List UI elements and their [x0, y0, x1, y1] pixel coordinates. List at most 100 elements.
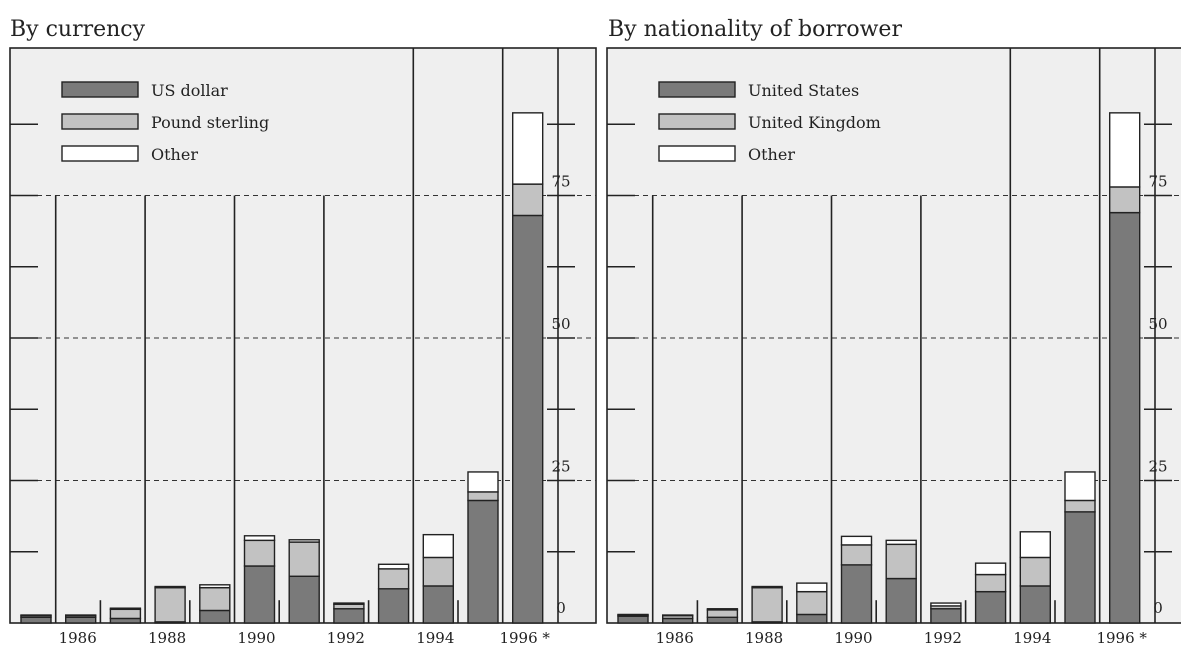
- y-tick-label: 0: [556, 599, 566, 617]
- bar-segment-other: [109, 607, 142, 611]
- bar-segment-other: [154, 585, 186, 589]
- x-tick-label: 1990: [237, 629, 275, 647]
- bar-segment-united-kingdom: [706, 609, 739, 619]
- bar-segment-united-states: [706, 616, 739, 624]
- x-tick-label: 1996 *: [499, 629, 550, 647]
- y-tick-label: 0: [1153, 599, 1163, 617]
- bar-segment-other: [64, 614, 97, 617]
- legend-label: Other: [151, 145, 198, 164]
- legend-label: Other: [748, 145, 795, 164]
- bar-segment-us-dollar: [288, 575, 320, 624]
- x-tick-label: 1990: [834, 629, 872, 647]
- bar-segment-other: [467, 471, 499, 493]
- x-tick-label: 1996 *: [1096, 629, 1147, 647]
- bar-segment-united-states: [885, 577, 917, 624]
- chart-panel-2: By nationality of borrower 0 25 50 75 1986 198…: [606, 17, 1181, 647]
- legend-label: United Kingdom: [748, 113, 881, 132]
- x-tick-label: 1992: [327, 629, 365, 647]
- bar-segment-other: [1019, 531, 1051, 559]
- bar-segment-united-states: [1108, 211, 1141, 624]
- bar-segment-other: [840, 535, 873, 546]
- bar-segment-united-kingdom: [796, 590, 828, 616]
- bar-segment-other: [512, 112, 544, 185]
- legend-swatch: [658, 81, 736, 98]
- legend-label: US dollar: [151, 81, 228, 100]
- bar-segment-us-dollar: [199, 609, 231, 624]
- legend-swatch: [61, 113, 139, 130]
- x-tick-label: 1994: [416, 629, 454, 647]
- bar-segment-other: [1064, 471, 1096, 502]
- legend-label: Pound sterling: [151, 113, 269, 132]
- bar-segment-us-dollar: [64, 616, 97, 624]
- bar-segment-pound-sterling: [422, 556, 454, 587]
- y-tick-label: 50: [551, 315, 570, 333]
- bar-segment-united-kingdom: [1019, 556, 1051, 587]
- panel-title: By currency: [10, 17, 146, 42]
- bar-segment-united-states: [796, 613, 828, 624]
- bar-segment-united-states: [1019, 585, 1051, 624]
- bar-segment-other: [662, 614, 694, 617]
- bar-segment-united-kingdom: [1108, 186, 1141, 214]
- plot-area: [9, 47, 597, 624]
- bar-segment-united-states: [617, 615, 649, 624]
- bar-segment-other: [243, 535, 276, 542]
- y-tick-label: 50: [1148, 315, 1167, 333]
- y-tick-label: 25: [1148, 458, 1167, 476]
- bar-segment-us-dollar: [467, 499, 499, 624]
- bar-segment-pound-sterling: [512, 183, 544, 217]
- bar-segment-united-kingdom: [974, 573, 1007, 593]
- bar-segment-united-kingdom: [840, 544, 873, 566]
- bar-segment-us-dollar: [377, 588, 410, 624]
- bar-segment-united-states: [930, 608, 962, 624]
- bar-segment-other: [796, 582, 828, 593]
- bar-segment-us-dollar: [512, 214, 544, 624]
- x-tick-label: 1988: [745, 629, 783, 647]
- bar-segment-pound-sterling: [199, 586, 231, 612]
- bar-segment-pound-sterling: [288, 541, 320, 577]
- legend-swatch: [61, 145, 139, 162]
- y-tick-label: 25: [551, 458, 570, 476]
- bar-segment-other: [751, 585, 783, 589]
- bar-segment-other: [20, 614, 52, 617]
- bar-segment-other: [930, 602, 962, 607]
- legend-swatch: [658, 113, 736, 130]
- bar-segment-united-kingdom: [751, 586, 783, 623]
- bar-segment-pound-sterling: [467, 491, 499, 502]
- legend-swatch: [61, 81, 139, 98]
- y-tick-label: 75: [1148, 173, 1167, 191]
- bar-segment-other: [974, 562, 1007, 576]
- bar-segment-other: [199, 584, 231, 589]
- bar-segment-united-states: [974, 590, 1007, 624]
- y-tick-label: 75: [551, 173, 570, 191]
- x-tick-label: 1994: [1013, 629, 1051, 647]
- bar-segment-pound-sterling: [109, 608, 142, 620]
- bar-segment-united-kingdom: [885, 543, 917, 580]
- panel-title: By nationality of borrower: [608, 17, 902, 42]
- bar-segment-other: [706, 608, 739, 611]
- x-tick-label: 1992: [924, 629, 962, 647]
- bar-segment-other: [377, 563, 410, 570]
- bar-segment-united-states: [1064, 511, 1096, 624]
- bar-segment-united-states: [840, 564, 873, 624]
- bar-segment-united-kingdom: [1064, 499, 1096, 513]
- bar-segment-pound-sterling: [377, 568, 410, 590]
- x-tick-label: 1988: [148, 629, 186, 647]
- bar-segment-us-dollar: [20, 616, 52, 624]
- bar-segment-pound-sterling: [243, 539, 276, 567]
- bar-segment-other: [617, 613, 649, 616]
- bar-segment-us-dollar: [243, 565, 276, 624]
- chart-panel-1: By currency 0 25 50 75 1986 1988 1990 1992 1994 19…: [9, 17, 597, 647]
- bar-segment-other: [422, 533, 454, 559]
- bar-segment-other: [1108, 112, 1141, 188]
- bar-segment-us-dollar: [333, 608, 365, 624]
- x-tick-label: 1986: [656, 629, 694, 647]
- bar-segment-pound-sterling: [154, 586, 186, 623]
- bar-segment-us-dollar: [422, 585, 454, 624]
- bar-segment-other: [333, 602, 365, 605]
- legend-swatch: [658, 145, 736, 162]
- x-tick-label: 1986: [59, 629, 97, 647]
- bar-segment-other: [885, 539, 917, 546]
- bar-segment-other: [288, 539, 320, 543]
- legend-label: United States: [748, 81, 859, 100]
